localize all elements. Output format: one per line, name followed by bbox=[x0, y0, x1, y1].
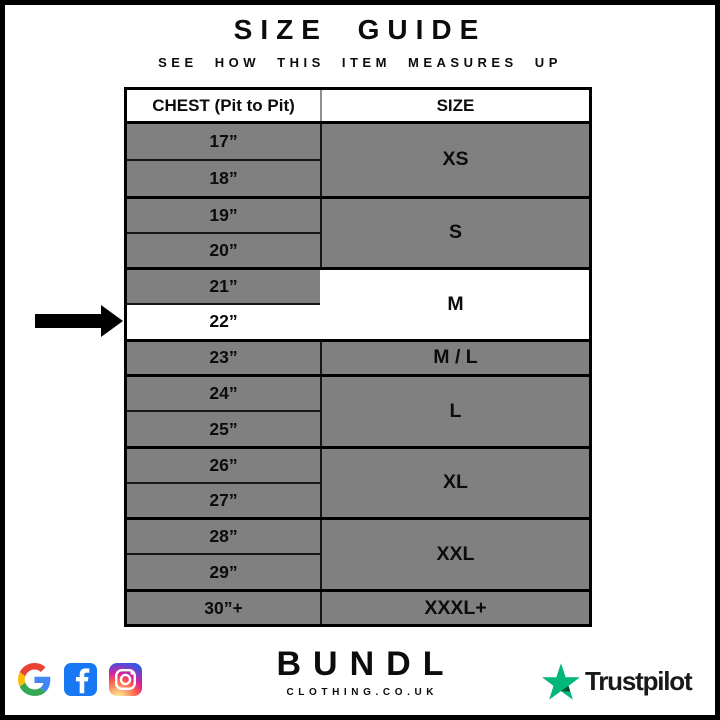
size-group-m: 21” 22” M bbox=[127, 267, 589, 339]
chest-column: 24” 25” bbox=[127, 377, 322, 446]
size-group-l: 24” 25” L bbox=[127, 374, 589, 446]
chest-cell: 29” bbox=[127, 553, 320, 589]
chest-column: 21” 22” bbox=[127, 270, 322, 339]
chest-cell: 20” bbox=[127, 231, 320, 267]
trustpilot-star-icon bbox=[542, 663, 580, 700]
size-table-header-row: CHEST (Pit to Pit) SIZE bbox=[127, 90, 589, 124]
chest-cell: 30”+ bbox=[127, 591, 320, 625]
page-header: SIZE GUIDE SEE HOW THIS ITEM MEASURES UP bbox=[0, 14, 720, 70]
size-group-xs: 17” 18” XS bbox=[127, 124, 589, 196]
chest-cell: 26” bbox=[127, 448, 320, 482]
arrow-indicator bbox=[35, 305, 123, 337]
chest-cell: 24” bbox=[127, 377, 320, 411]
chest-cell: 19” bbox=[127, 198, 320, 232]
facebook-icon bbox=[64, 663, 97, 696]
brand-domain: CLOTHING.CO.UK bbox=[286, 687, 439, 698]
size-cell: S bbox=[322, 198, 589, 267]
chest-cell: 18” bbox=[127, 158, 320, 196]
chest-column: 23” bbox=[127, 341, 322, 375]
size-table: CHEST (Pit to Pit) SIZE 17” 18” XS 19” 20” S 2… bbox=[124, 87, 592, 628]
chest-cell: 22” bbox=[127, 303, 320, 339]
chest-cell: 23” bbox=[127, 341, 320, 375]
size-cell: XL bbox=[322, 448, 589, 518]
chest-column: 26” 27” bbox=[127, 448, 322, 518]
trustpilot-label: Trustpilot bbox=[585, 666, 693, 696]
chest-cell: 17” bbox=[127, 124, 320, 159]
chest-column: 30”+ bbox=[127, 591, 322, 625]
chest-column: 28” 29” bbox=[127, 520, 322, 589]
chest-cell: 28” bbox=[127, 520, 320, 554]
size-group-xxl: 28” 29” XXL bbox=[127, 517, 589, 589]
size-group-ml: 23” M / L bbox=[127, 338, 589, 375]
size-group-xl: 26” 27” XL bbox=[127, 445, 589, 518]
chest-cell: 27” bbox=[127, 481, 320, 518]
instagram-icon bbox=[109, 663, 142, 696]
column-header-chest: CHEST (Pit to Pit) bbox=[127, 90, 322, 121]
size-cell: M / L bbox=[322, 341, 589, 375]
google-icon bbox=[18, 663, 51, 696]
chest-column: 17” 18” bbox=[127, 124, 322, 196]
brand-name: BUNDL bbox=[276, 645, 456, 683]
size-cell: L bbox=[322, 377, 589, 446]
column-header-size: SIZE bbox=[436, 95, 475, 115]
size-group-xxxl+: 30”+ XXXL+ bbox=[127, 588, 589, 625]
brand-logo: BUNDL CLOTHING.CO.UK bbox=[0, 645, 720, 698]
size-group-s: 19” 20” S bbox=[127, 195, 589, 267]
page-subtitle: SEE HOW THIS ITEM MEASURES UP bbox=[158, 55, 562, 70]
size-table-body: 17” 18” XS 19” 20” S 21” 22” M 23” M / L 24” 25” L 26”… bbox=[127, 124, 589, 625]
size-cell: XS bbox=[322, 124, 589, 196]
chest-cell: 21” bbox=[127, 270, 320, 304]
trustpilot-logo: Trustpilot bbox=[542, 663, 693, 700]
size-cell: XXXL+ bbox=[322, 591, 589, 625]
page-title: SIZE GUIDE bbox=[233, 14, 487, 45]
chest-cell: 25” bbox=[127, 410, 320, 446]
chest-column: 19” 20” bbox=[127, 198, 322, 267]
size-cell: M bbox=[322, 270, 589, 339]
size-cell: XXL bbox=[322, 520, 589, 589]
